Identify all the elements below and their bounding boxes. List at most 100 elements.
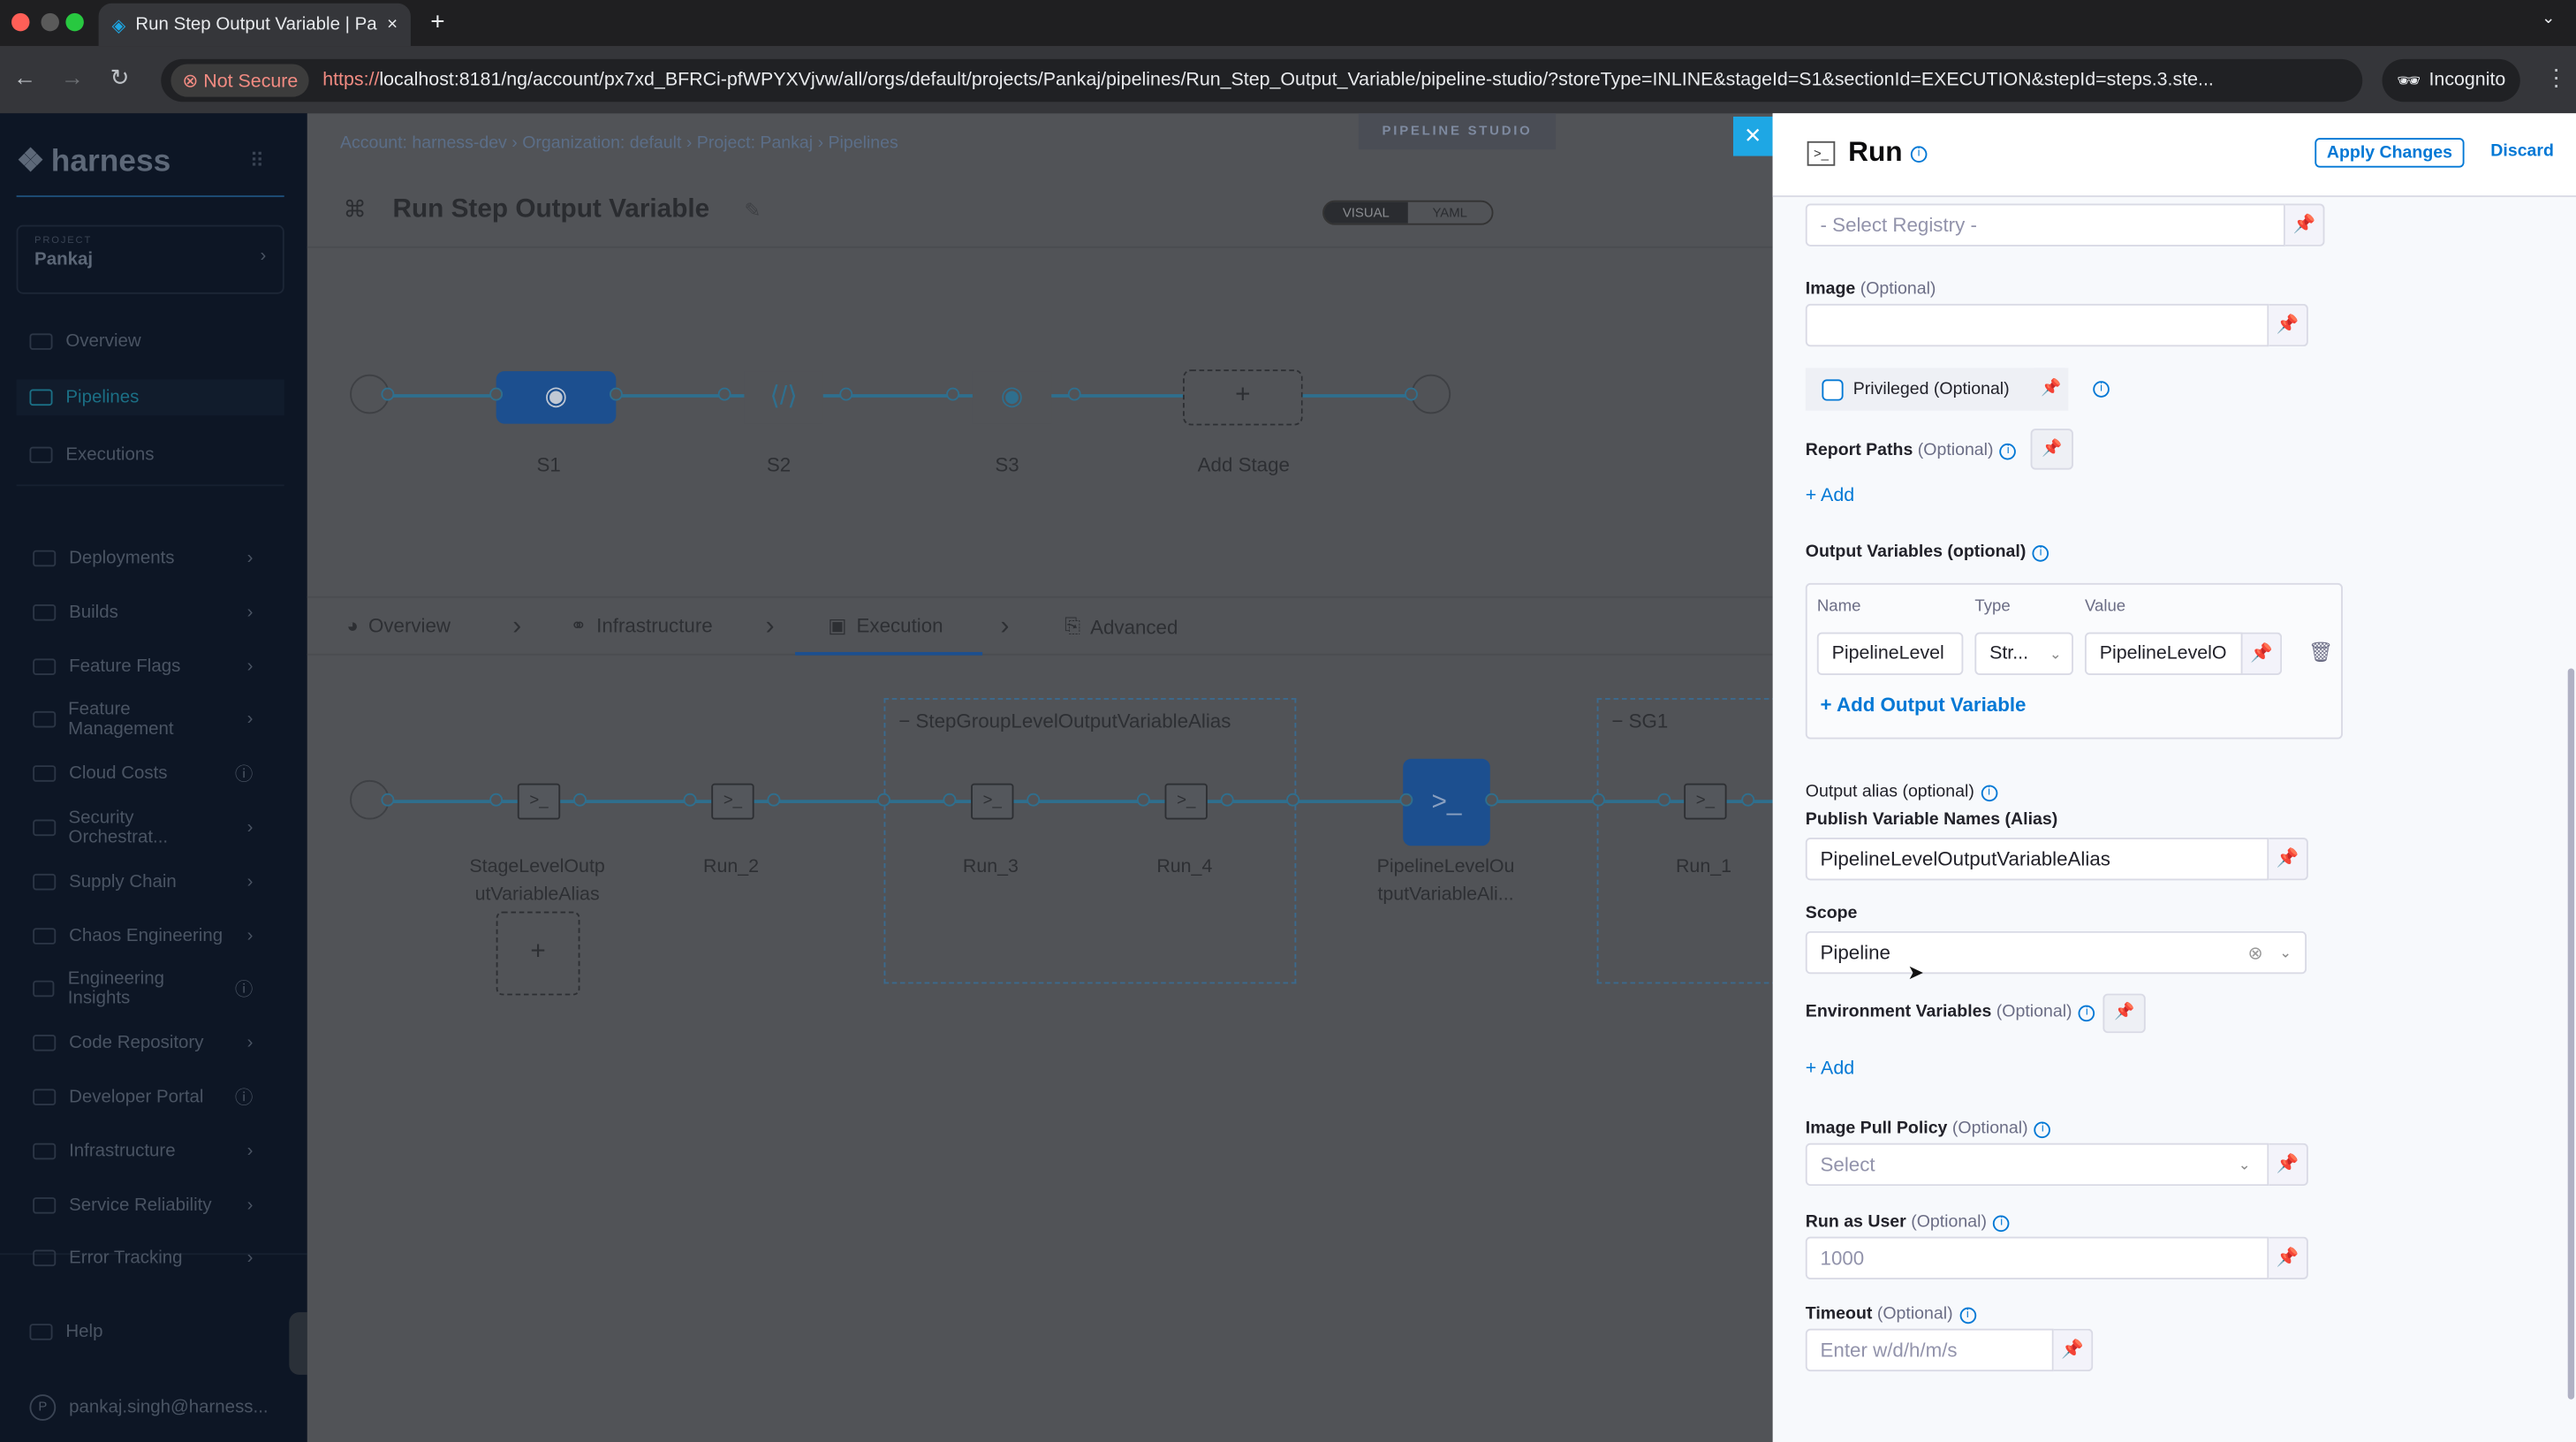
info-icon[interactable]: i <box>1993 1215 2010 1233</box>
collapse-icon[interactable]: − <box>1611 710 1629 733</box>
step-run[interactable]: >_ <box>1164 783 1208 820</box>
url-input[interactable]: ⊗ Not Secure https://localhost:8181/ng/a… <box>161 58 2363 102</box>
not-secure-badge[interactable]: ⊗ Not Secure <box>170 64 310 97</box>
pin-icon[interactable]: 📌 <box>2269 1236 2308 1280</box>
sidebar-item-module[interactable]: Engineering Insights ⓘ <box>33 969 276 1009</box>
output-var-name-input[interactable]: PipelineLevel <box>1816 632 1964 675</box>
project-selector[interactable]: PROJECT Pankaj › <box>16 224 284 294</box>
step-run[interactable]: >_ <box>971 783 1014 820</box>
new-tab-button[interactable]: + <box>430 8 445 36</box>
breadcrumb-org[interactable]: Organization: default <box>522 133 682 153</box>
sidebar-item-module[interactable]: Developer Portal ⓘ <box>33 1079 276 1115</box>
back-icon[interactable]: ← <box>12 64 36 91</box>
pin-icon[interactable]: 📌 <box>2269 303 2308 347</box>
breadcrumb-project[interactable]: Project: Pankaj <box>696 133 814 153</box>
pin-icon[interactable]: 📌 <box>2030 429 2073 470</box>
registry-select[interactable]: - Select Registry - <box>1805 203 2285 247</box>
tab-execution[interactable]: ▣ Execution <box>828 614 943 637</box>
info-icon[interactable]: i <box>1981 785 1997 802</box>
sidebar-item-module[interactable]: Security Orchestrat... › <box>33 808 276 847</box>
step-run[interactable]: >_ <box>711 783 754 820</box>
info-icon[interactable]: i <box>2078 1005 2095 1022</box>
sidebar-help[interactable]: Help <box>29 1314 292 1350</box>
collapse-sidebar-handle[interactable] <box>289 1312 307 1375</box>
minimize-window-button[interactable] <box>41 12 59 32</box>
privileged-checkbox[interactable] <box>1822 378 1844 400</box>
scope-select[interactable]: Pipeline ⊗ ⌄ <box>1805 930 2307 975</box>
sidebar-item-module[interactable]: Infrastructure › <box>33 1133 276 1169</box>
info-icon[interactable]: i <box>2032 545 2049 562</box>
sidebar-item-overview[interactable]: Overview <box>29 323 292 360</box>
clear-icon[interactable]: ⊗ <box>2247 943 2263 964</box>
sidebar-item-module[interactable]: Service Reliability › <box>33 1187 276 1223</box>
sidebar-item-module[interactable]: Chaos Engineering › <box>33 917 276 953</box>
menu-kebab-icon[interactable]: ⋮ <box>2544 64 2568 91</box>
sidebar-item-module[interactable]: Code Repository › <box>33 1025 276 1061</box>
pin-icon[interactable]: 📌 <box>2053 1328 2094 1372</box>
sidebar-item-executions[interactable]: Executions <box>29 436 292 473</box>
info-icon[interactable]: i <box>1910 146 1928 163</box>
stage-s2[interactable]: ⟨/⟩ <box>744 371 823 424</box>
edit-pencil-icon[interactable]: ✎ <box>744 198 761 222</box>
tab-advanced[interactable]: ⎘ Advanced <box>1064 614 1178 639</box>
sidebar-item-pipelines[interactable]: Pipelines <box>16 379 284 416</box>
tab-overview[interactable]: ◕ Overview <box>346 614 451 637</box>
pin-icon[interactable]: 📌 <box>2102 993 2146 1034</box>
sidebar-item-module[interactable]: Builds › <box>33 595 276 631</box>
stage-s1[interactable]: ◉ <box>496 371 617 424</box>
pin-icon[interactable]: 📌 <box>2242 632 2283 675</box>
close-window-button[interactable] <box>11 12 30 32</box>
breadcrumb-account[interactable]: Account: harness-dev <box>339 133 507 153</box>
close-tab-icon[interactable]: × <box>387 14 398 35</box>
maximize-window-button[interactable] <box>65 12 84 32</box>
step-run[interactable]: >_ <box>1684 783 1727 820</box>
browser-tab[interactable]: ◈ Run Step Output Variable | Pa × <box>98 3 411 47</box>
output-var-value-input[interactable]: PipelineLevelO <box>2084 632 2243 675</box>
stage-s3[interactable]: ◉ <box>972 371 1052 424</box>
discard-button[interactable]: Discard <box>2490 140 2554 162</box>
sidebar-item-module[interactable]: Feature Flags › <box>33 648 276 684</box>
panel-scrollbar[interactable] <box>2567 668 2575 1400</box>
tab-search-chevron-icon[interactable]: ⌄ <box>2541 10 2556 28</box>
pin-icon[interactable]: 📌 <box>2269 837 2308 881</box>
pin-icon[interactable]: 📌 <box>2269 1142 2308 1187</box>
publish-alias-input[interactable]: PipelineLevelOutputVariableAlias <box>1805 837 2269 881</box>
breadcrumb-pipelines[interactable]: Pipelines <box>828 133 898 153</box>
trash-icon[interactable]: 🗑 <box>2307 640 2334 664</box>
sidebar-item-module[interactable]: Cloud Costs ⓘ <box>33 755 276 792</box>
visual-toggle[interactable]: VISUAL <box>1323 201 1408 224</box>
tab-infrastructure[interactable]: ⚭ Infrastructure <box>570 614 712 637</box>
chevron-down-icon[interactable]: ⌄ <box>2279 943 2292 960</box>
info-icon[interactable]: i <box>2093 381 2110 398</box>
sidebar-item-module[interactable]: Feature Management › <box>33 701 276 740</box>
privileged-checkbox-row[interactable]: Privileged (Optional) <box>1805 368 2065 411</box>
apps-grid-icon[interactable]: ⠿ <box>249 149 265 173</box>
pin-icon[interactable]: 📌 <box>2034 368 2069 411</box>
incognito-button[interactable]: 🕶 Incognito <box>2382 58 2520 102</box>
step-run-selected[interactable]: >_ <box>1403 758 1490 846</box>
harness-logo[interactable]: ❖ harness <box>17 143 171 181</box>
forward-icon[interactable]: → <box>60 64 84 91</box>
timeout-input[interactable]: Enter w/d/h/m/s <box>1805 1328 2054 1372</box>
add-report-path-button[interactable]: + Add <box>1805 486 1855 506</box>
info-icon[interactable]: i <box>1999 443 2017 460</box>
add-env-var-button[interactable]: + Add <box>1805 1059 1855 1080</box>
add-stage-button[interactable]: + <box>1182 369 1303 426</box>
info-icon[interactable]: i <box>1959 1307 1976 1324</box>
add-step-button[interactable]: + <box>496 911 580 996</box>
output-var-type-select[interactable]: Str... ⌄ <box>1974 632 2073 675</box>
step-group[interactable]: − StepGroupLevelOutputVariableAlias <box>883 697 1297 984</box>
close-panel-button[interactable]: ✕ <box>1732 116 1773 156</box>
image-pull-policy-select[interactable]: Select ⌄ <box>1805 1142 2269 1187</box>
pin-icon[interactable]: 📌 <box>2284 203 2325 247</box>
step-group[interactable]: − SG1 <box>1596 697 1794 984</box>
step-run[interactable]: >_ <box>517 783 561 820</box>
reload-icon[interactable]: ↻ <box>110 64 130 91</box>
apply-changes-button[interactable]: Apply Changes <box>2315 138 2465 168</box>
info-icon[interactable]: i <box>2034 1121 2051 1139</box>
sidebar-item-module[interactable]: Deployments › <box>33 541 276 577</box>
collapse-icon[interactable]: − <box>898 710 916 733</box>
run-as-user-input[interactable]: 1000 <box>1805 1236 2269 1280</box>
add-output-variable-button[interactable]: + Add Output Variable <box>1820 693 2027 717</box>
